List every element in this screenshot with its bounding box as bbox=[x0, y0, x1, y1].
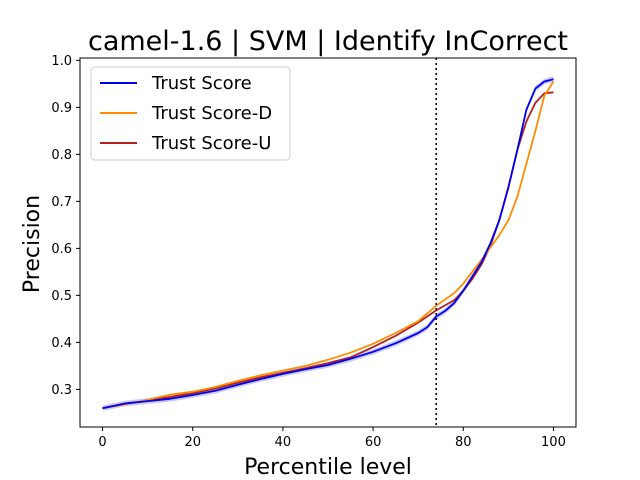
chart-title: camel-1.6 | SVM | Identify InCorrect bbox=[88, 26, 568, 57]
plot-frame bbox=[79, 57, 577, 428]
y-tick-label: 0.5 bbox=[51, 289, 72, 304]
x-tick-label: 80 bbox=[455, 435, 472, 450]
y-tick-label: 1.0 bbox=[51, 54, 72, 69]
x-tick-label: 40 bbox=[275, 435, 292, 450]
series-line-1 bbox=[102, 81, 555, 410]
y-axis-label: Precision bbox=[20, 195, 45, 293]
plot-area: 0 20 40 60 80 100 0.3 0.4 0.5 0.6 0.7 0.8 0.9 1.0 bbox=[51, 54, 577, 450]
y-tick-label: 0.6 bbox=[51, 242, 72, 257]
y-tick-label: 0.9 bbox=[51, 101, 72, 116]
series-line-0 bbox=[102, 78, 554, 410]
y-tick-label: 0.7 bbox=[51, 195, 72, 210]
x-tick-label: 60 bbox=[365, 435, 382, 450]
legend-label: Trust Score-D bbox=[151, 103, 272, 124]
y-tick-label: 0.3 bbox=[51, 383, 72, 398]
legend-box bbox=[90, 66, 291, 161]
y-tick-label: 0.4 bbox=[51, 336, 72, 351]
x-axis-label: Percentile level bbox=[244, 455, 412, 480]
legend-label: Trust Score bbox=[151, 73, 252, 94]
legend-label: Trust Score-U bbox=[151, 133, 271, 154]
x-tick-label: 100 bbox=[541, 435, 566, 450]
legend: Trust Score Trust Score-D Trust Score-U bbox=[90, 66, 291, 161]
x-tick-label: 0 bbox=[98, 435, 106, 450]
x-tick-label: 20 bbox=[184, 435, 201, 450]
y-tick-label: 0.8 bbox=[51, 148, 72, 163]
